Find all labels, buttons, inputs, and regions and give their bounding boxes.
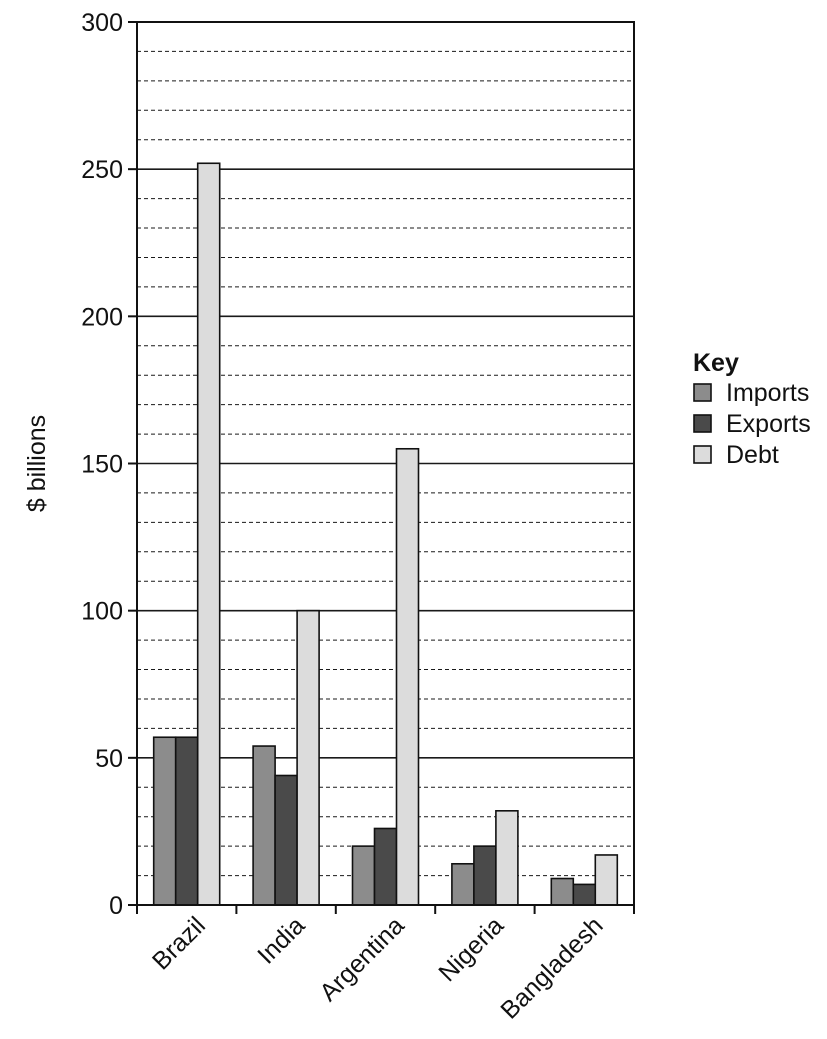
bar-debt-argentina xyxy=(395,447,420,906)
y-tick-label: 0 xyxy=(109,892,123,920)
legend-title: Key xyxy=(693,349,739,377)
bar-imports-argentina xyxy=(351,845,376,906)
bar-debt-brazil xyxy=(196,162,221,906)
bar-imports-nigeria xyxy=(451,862,475,906)
bars xyxy=(152,162,619,906)
bar-exports-bangladesh xyxy=(572,883,597,906)
y-tick-label: 300 xyxy=(81,9,123,37)
x-category-label: Brazil xyxy=(147,911,211,975)
y-tick-label: 250 xyxy=(81,156,123,184)
legend-swatch-exports xyxy=(693,414,712,433)
legend-label-exports: Exports xyxy=(726,410,811,438)
y-tick-label: 50 xyxy=(95,745,123,773)
bar-exports-india xyxy=(274,774,298,906)
legend: Key Imports Exports Debt xyxy=(693,349,811,469)
bar-imports-brazil xyxy=(152,736,177,906)
legend-swatch-debt xyxy=(693,445,712,464)
legend-swatch-imports xyxy=(693,383,712,402)
bar-debt-bangladesh xyxy=(594,854,619,906)
y-axis-title: $ billions xyxy=(23,415,51,512)
y-tick-label: 150 xyxy=(81,451,123,479)
y-tick-label: 100 xyxy=(81,598,123,626)
legend-label-debt: Debt xyxy=(726,441,779,469)
legend-label-imports: Imports xyxy=(726,379,809,407)
axes xyxy=(128,21,635,914)
bar-debt-india xyxy=(296,609,320,906)
bar-debt-nigeria xyxy=(495,810,519,906)
bar-imports-india xyxy=(252,745,276,906)
x-category-label: Argentina xyxy=(314,911,410,1007)
bar-imports-bangladesh xyxy=(550,877,575,906)
y-tick-labels: 0 50 100 150 200 250 300 xyxy=(81,9,123,920)
y-tick-label: 200 xyxy=(81,303,123,331)
bar-exports-brazil xyxy=(174,736,199,906)
bar-exports-argentina xyxy=(373,827,398,906)
x-category-label: Nigeria xyxy=(433,911,509,987)
bar-exports-nigeria xyxy=(473,845,497,906)
x-category-label: Bangladesh xyxy=(495,911,608,1024)
x-category-label: India xyxy=(252,911,310,969)
